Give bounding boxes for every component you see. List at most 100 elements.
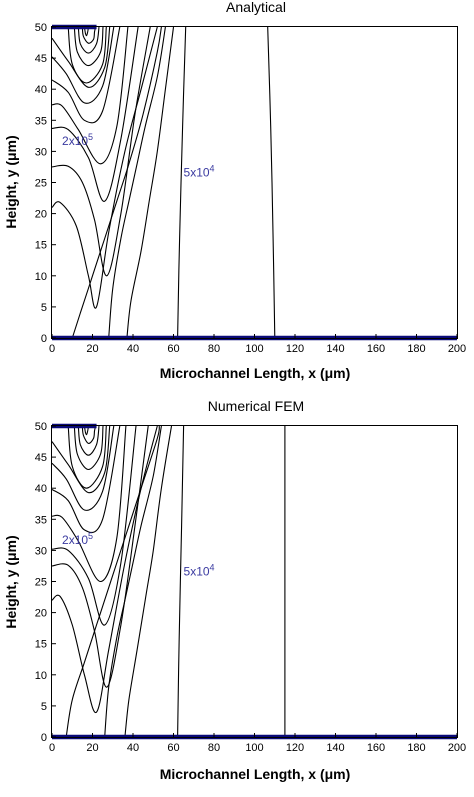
x-tick-label: 40 bbox=[127, 742, 139, 754]
y-tick-label: 0 bbox=[41, 732, 47, 744]
x-tick-label: 160 bbox=[367, 742, 385, 754]
x-tick-label: 20 bbox=[86, 343, 98, 355]
plot-frame bbox=[51, 425, 458, 738]
contour-line-1 bbox=[81, 26, 97, 44]
contour-line-8 bbox=[51, 26, 129, 165]
x-ticks: 0 20 40 60 80 100 120 140 160 180 200 bbox=[49, 733, 466, 754]
x-tick-label: 160 bbox=[367, 343, 385, 355]
contour-line-2 bbox=[77, 26, 100, 54]
contour-label: 5x104 bbox=[184, 163, 215, 179]
contour-line-9 bbox=[51, 425, 137, 626]
x-tick-label: 0 bbox=[49, 343, 55, 355]
contour-line-4 bbox=[67, 425, 107, 489]
y-tick-label: 30 bbox=[35, 545, 47, 557]
contour-labels: 2x105 5x104 bbox=[62, 132, 215, 179]
contour-line-0 bbox=[83, 26, 89, 37]
contour-line-4 bbox=[67, 26, 107, 84]
y-tick-label: 40 bbox=[35, 84, 47, 96]
contour-line-11 bbox=[51, 425, 158, 713]
contour-line-12 bbox=[65, 425, 160, 738]
x-tick-label: 200 bbox=[448, 343, 466, 355]
y-tick-label: 10 bbox=[35, 670, 47, 682]
contour-line-11 bbox=[51, 26, 158, 309]
y-tick-label: 35 bbox=[35, 115, 47, 127]
contour-line-13 bbox=[108, 26, 166, 339]
y-tick-label: 20 bbox=[35, 209, 47, 221]
contour-label: 2x105 bbox=[62, 132, 93, 148]
contour-line-9 bbox=[51, 26, 139, 202]
contour-line-7 bbox=[51, 425, 121, 534]
x-tick-label: 200 bbox=[448, 742, 466, 754]
contour-line-7 bbox=[51, 26, 121, 124]
panel-numerical-fem: Numerical FEM 0 20 40 60 80 100 120 140 160 180 20… bbox=[3, 398, 466, 782]
y-tick-label: 15 bbox=[35, 639, 47, 651]
x-tick-label: 180 bbox=[407, 742, 425, 754]
x-tick-label: 80 bbox=[208, 742, 220, 754]
contour-line-8 bbox=[51, 425, 127, 583]
x-tick-label: 140 bbox=[326, 343, 344, 355]
x-tick-label: 120 bbox=[286, 742, 304, 754]
contour-label: 2x105 bbox=[62, 531, 93, 547]
y-tick-label: 15 bbox=[35, 240, 47, 252]
y-tick-label: 45 bbox=[35, 53, 47, 65]
x-tick-label: 140 bbox=[326, 742, 344, 754]
contour-lines bbox=[51, 425, 286, 738]
y-axis-label: Height, y (μm) bbox=[3, 535, 19, 628]
x-tick-label: 180 bbox=[407, 343, 425, 355]
x-tick-label: 40 bbox=[127, 343, 139, 355]
y-tick-label: 5 bbox=[41, 302, 47, 314]
y-tick-label: 5 bbox=[41, 701, 47, 713]
x-ticks: 0 20 40 60 80 100 120 140 160 180 200 bbox=[49, 334, 466, 355]
contour-line-10 bbox=[51, 425, 149, 688]
contour-line-15 bbox=[177, 425, 185, 738]
x-tick-label: 80 bbox=[208, 343, 220, 355]
contour-line-3 bbox=[73, 425, 104, 471]
x-tick-label: 0 bbox=[49, 742, 55, 754]
y-tick-label: 40 bbox=[35, 483, 47, 495]
y-tick-label: 20 bbox=[35, 608, 47, 620]
x-tick-label: 20 bbox=[86, 742, 98, 754]
contour-line-5 bbox=[51, 425, 111, 494]
y-tick-label: 25 bbox=[35, 577, 47, 589]
contour-line-3 bbox=[73, 26, 104, 67]
contour-line-6 bbox=[51, 26, 115, 104]
y-tick-label: 45 bbox=[35, 452, 47, 464]
y-tick-label: 25 bbox=[35, 178, 47, 190]
x-tick-label: 100 bbox=[245, 343, 263, 355]
plot-frame bbox=[51, 26, 458, 339]
contour-line-10 bbox=[51, 26, 151, 277]
y-tick-label: 10 bbox=[35, 271, 47, 283]
y-tick-label: 0 bbox=[41, 333, 47, 345]
x-axis-label: Microchannel Length, x (μm) bbox=[160, 766, 351, 782]
contour-line-14 bbox=[126, 26, 175, 339]
panel-analytical: Analytical 0 20 40 60 80 100 120 140 160 180 200 0… bbox=[3, 0, 466, 381]
contour-line-13 bbox=[104, 425, 162, 738]
y-ticks: 0 5 10 15 20 25 30 35 40 45 50 bbox=[35, 421, 56, 744]
y-tick-label: 50 bbox=[35, 22, 47, 34]
contour-line-16 bbox=[267, 26, 276, 339]
contour-line-14 bbox=[124, 425, 173, 738]
x-tick-label: 120 bbox=[286, 343, 304, 355]
y-tick-label: 30 bbox=[35, 146, 47, 158]
contour-line-2 bbox=[77, 425, 100, 456]
y-tick-label: 50 bbox=[35, 421, 47, 433]
contour-labels: 2x105 5x104 bbox=[62, 531, 215, 578]
y-tick-label: 35 bbox=[35, 514, 47, 526]
x-tick-label: 100 bbox=[245, 742, 263, 754]
x-axis-label: Microchannel Length, x (μm) bbox=[160, 365, 351, 381]
x-tick-label: 60 bbox=[167, 742, 179, 754]
contour-line-12 bbox=[71, 26, 162, 339]
contour-label: 5x104 bbox=[184, 562, 215, 578]
chart-title: Numerical FEM bbox=[208, 398, 304, 414]
contour-line-0 bbox=[83, 425, 89, 436]
contour-line-15 bbox=[177, 26, 187, 339]
chart-title: Analytical bbox=[226, 0, 286, 15]
contour-line-1 bbox=[81, 425, 97, 444]
contour-lines bbox=[51, 26, 276, 339]
x-tick-label: 60 bbox=[167, 343, 179, 355]
y-axis-label: Height, y (μm) bbox=[3, 135, 19, 228]
contour-line-6 bbox=[51, 425, 115, 511]
contour-line-5 bbox=[51, 26, 111, 88]
y-ticks: 0 5 10 15 20 25 30 35 40 45 50 bbox=[35, 22, 56, 345]
